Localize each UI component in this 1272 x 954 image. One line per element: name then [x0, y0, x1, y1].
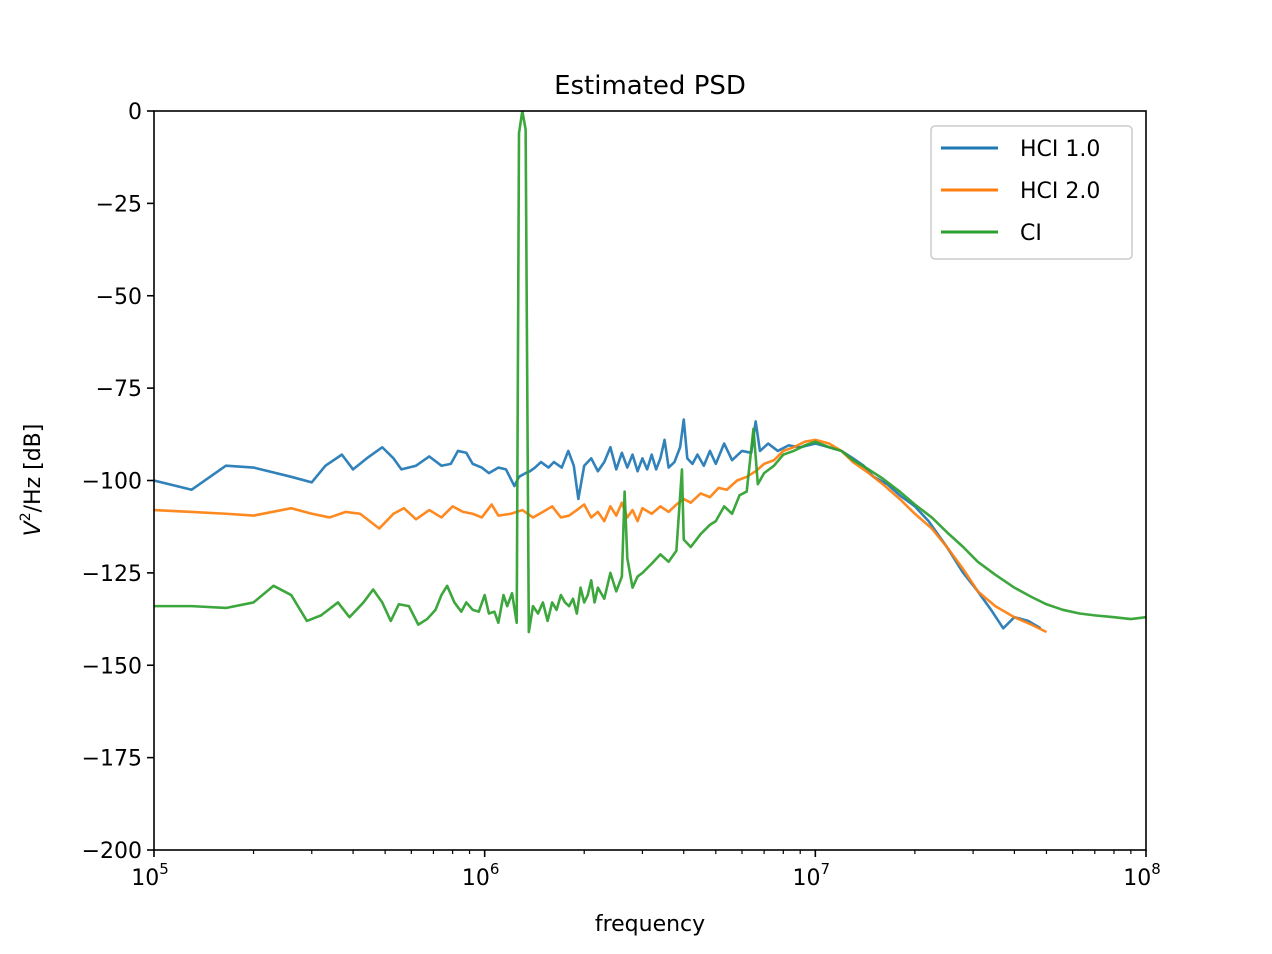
x-tick-label: 105 — [131, 860, 169, 891]
y-tick-label: −150 — [82, 654, 142, 679]
x-tick-label: 108 — [1123, 860, 1161, 891]
y-tick-label: 0 — [128, 100, 142, 125]
y-tick-label: −125 — [82, 562, 142, 587]
legend-entry: HCI 1.0 — [1020, 137, 1100, 162]
y-tick-label: −200 — [82, 839, 142, 864]
y-tick-label: −175 — [82, 747, 142, 772]
x-tick-label: 106 — [462, 860, 500, 891]
y-axis-label-base: V — [21, 519, 46, 536]
chart-title: Estimated PSD — [554, 71, 746, 101]
y-axis-label: V2/Hz [dB] — [18, 424, 46, 537]
legend-entry: HCI 2.0 — [1020, 179, 1100, 204]
y-axis-label-superscript: 2 — [18, 512, 34, 521]
y-axis-label-rest: /Hz [dB] — [21, 424, 46, 513]
y-tick-label: −50 — [96, 285, 142, 310]
x-axis-label: frequency — [595, 912, 705, 937]
legend-box — [930, 125, 1133, 260]
legend-entry: CI — [1020, 221, 1042, 246]
y-tick-label: −100 — [82, 470, 142, 495]
y-tick-label: −75 — [96, 377, 142, 402]
x-tick-label: 107 — [793, 860, 831, 891]
series-group — [154, 111, 1146, 634]
legend: HCI 1.0 HCI 2.0 CI — [930, 125, 1133, 260]
series-line-ci — [154, 111, 1146, 634]
y-tick-label: −25 — [96, 192, 142, 217]
